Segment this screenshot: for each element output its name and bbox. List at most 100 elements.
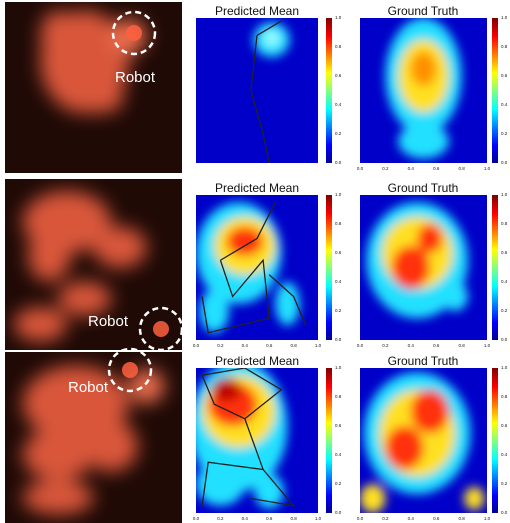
colorbar-tick-label: 0.4 xyxy=(501,102,508,107)
blobs xyxy=(366,202,468,318)
blob xyxy=(23,429,94,480)
colorbar-tick-label: 0.4 xyxy=(335,102,342,107)
blob xyxy=(14,307,67,341)
blob xyxy=(264,31,279,46)
blob xyxy=(464,487,484,510)
x-tick-label: 0.8 xyxy=(290,516,297,521)
colorbar-tick-label: 0.6 xyxy=(501,250,508,255)
colorbar xyxy=(492,195,498,340)
colorbar-tick-label: 0.2 xyxy=(335,131,342,136)
x-tick-label: 0.2 xyxy=(382,343,389,348)
colorbar xyxy=(326,18,332,163)
colorbar-tick-label: 0.8 xyxy=(335,44,342,49)
x-tick-label: 0.6 xyxy=(433,516,440,521)
x-tick-label: 0.8 xyxy=(290,343,297,348)
colorbar-tick-label: 0.8 xyxy=(335,394,342,399)
colorbar-tick-label: 0.0 xyxy=(335,160,342,165)
predicted-title: Predicted Mean xyxy=(215,354,299,368)
x-tick-label: 0.0 xyxy=(193,516,200,521)
robot-glow xyxy=(153,321,169,337)
x-tick-label: 0.4 xyxy=(408,516,415,521)
colorbar-tick-label: 1.0 xyxy=(335,192,342,197)
colorbar-tick-label: 1.0 xyxy=(501,15,508,20)
colorbar-tick-label: 0.4 xyxy=(501,452,508,457)
predicted-title: Predicted Mean xyxy=(215,181,299,195)
colorbar-tick-label: 0.0 xyxy=(335,510,342,515)
predicted-heatmap xyxy=(196,195,318,340)
blob xyxy=(360,484,385,513)
x-tick-label: 0.4 xyxy=(408,343,415,348)
ground-truth-title: Ground Truth xyxy=(388,181,459,195)
ground-truth-heatmap xyxy=(360,195,487,340)
colorbar-tick-label: 0.2 xyxy=(335,308,342,313)
blob xyxy=(385,426,423,470)
blobs xyxy=(253,22,290,57)
colorbar-tick-label: 0.4 xyxy=(335,452,342,457)
colorbar xyxy=(326,368,332,513)
blob xyxy=(417,224,442,253)
x-tick-label: 0.0 xyxy=(193,343,200,348)
colorbar-tick-label: 0.0 xyxy=(501,510,508,515)
x-tick-label: 0.8 xyxy=(458,516,465,521)
x-tick-label: 0.2 xyxy=(217,516,224,521)
camera-view xyxy=(5,352,182,523)
colorbar-tick-label: 0.2 xyxy=(501,131,508,136)
colorbar xyxy=(326,195,332,340)
predicted-heatmap xyxy=(190,361,318,513)
colorbar xyxy=(492,18,498,163)
x-tick-label: 1.0 xyxy=(484,516,491,521)
colorbar-tick-label: 0.6 xyxy=(335,250,342,255)
figure: Robot Predicted Mean 0.0 0.2 0.4 0.6 0.8 1.0 Gro… xyxy=(0,0,510,523)
robot-label: Robot xyxy=(115,69,156,86)
blob xyxy=(58,282,111,316)
x-tick-label: 0.0 xyxy=(357,516,364,521)
predicted-heatmap xyxy=(196,18,318,163)
blob xyxy=(28,230,70,281)
blob xyxy=(94,227,147,268)
blob xyxy=(411,390,449,434)
x-tick-label: 0.0 xyxy=(357,343,364,348)
colorbar-tick-label: 0.8 xyxy=(501,221,508,226)
blob xyxy=(411,51,436,86)
colorbar-tick-label: 0.0 xyxy=(501,160,508,165)
blob xyxy=(85,420,138,471)
ground-truth-title: Ground Truth xyxy=(388,354,459,368)
colorbar-tick-label: 1.0 xyxy=(335,15,342,20)
predicted-title: Predicted Mean xyxy=(215,4,299,18)
x-tick-label: 1.0 xyxy=(315,343,322,348)
x-tick-label: 0.2 xyxy=(382,166,389,171)
colorbar-tick-label: 0.6 xyxy=(335,73,342,78)
colorbar-tick-label: 1.0 xyxy=(501,192,508,197)
x-tick-label: 0.6 xyxy=(266,343,273,348)
blob xyxy=(398,124,449,159)
colorbar-tick-label: 0.8 xyxy=(501,394,508,399)
x-tick-label: 0.6 xyxy=(433,166,440,171)
colorbar-tick-label: 0.8 xyxy=(501,44,508,49)
x-tick-label: 0.2 xyxy=(217,343,224,348)
colorbar-tick-label: 0.8 xyxy=(335,221,342,226)
x-tick-label: 0.8 xyxy=(458,166,465,171)
x-tick-label: 0.2 xyxy=(382,516,389,521)
colorbar-tick-label: 0.6 xyxy=(335,423,342,428)
robot-glow xyxy=(126,25,142,41)
x-tick-label: 0.8 xyxy=(458,343,465,348)
colorbar xyxy=(492,368,498,513)
colorbar-tick-label: 0.4 xyxy=(335,279,342,284)
blob xyxy=(40,11,75,62)
blob xyxy=(443,282,468,311)
x-tick-label: 1.0 xyxy=(484,343,491,348)
x-tick-label: 1.0 xyxy=(315,516,322,521)
colorbar-tick-label: 0.0 xyxy=(335,337,342,342)
colorbar-tick-label: 0.2 xyxy=(501,481,508,486)
colorbar-tick-label: 0.6 xyxy=(501,423,508,428)
colorbar-tick-label: 0.6 xyxy=(501,73,508,78)
x-tick-label: 0.4 xyxy=(242,343,249,348)
robot-label: Robot xyxy=(88,313,129,330)
colorbar-tick-label: 0.0 xyxy=(501,337,508,342)
robot-label: Robot xyxy=(68,379,109,396)
x-tick-label: 0.4 xyxy=(408,166,415,171)
x-tick-label: 0.0 xyxy=(357,166,364,171)
colorbar-tick-label: 0.2 xyxy=(501,308,508,313)
ground-truth-heatmap xyxy=(360,368,487,513)
colorbar-tick-label: 1.0 xyxy=(501,365,508,370)
